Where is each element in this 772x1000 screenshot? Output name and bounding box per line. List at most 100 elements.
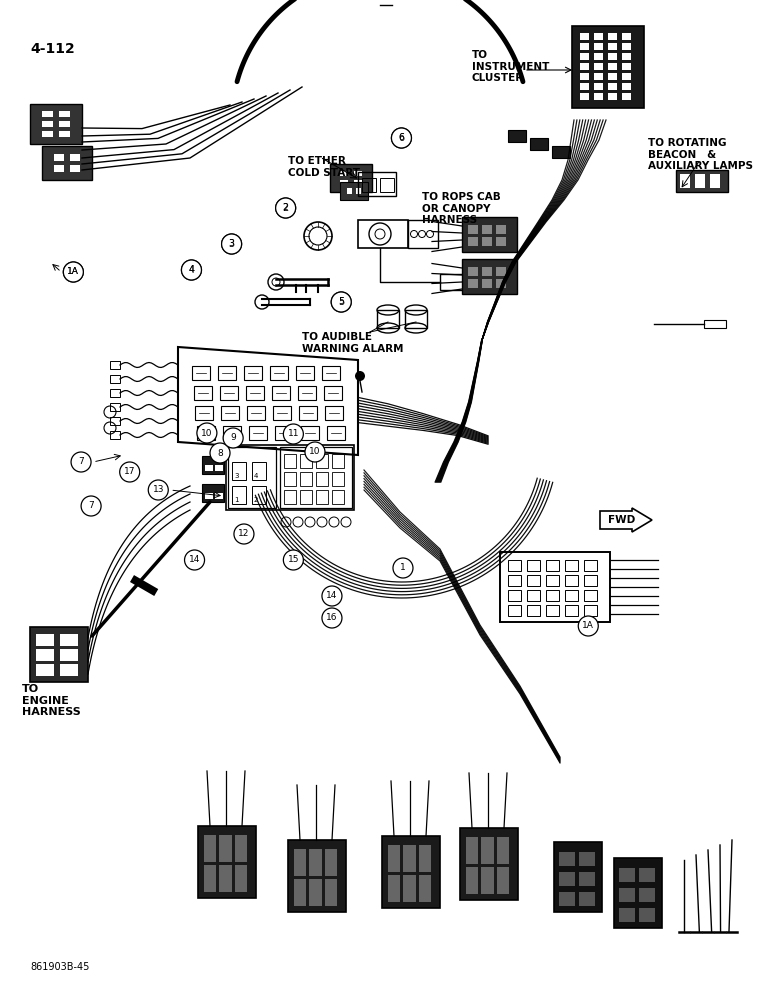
Bar — [59, 111, 70, 117]
Bar — [272, 386, 290, 400]
Bar — [619, 888, 635, 902]
Text: 16: 16 — [327, 613, 337, 622]
Bar — [508, 575, 521, 586]
Bar — [482, 267, 492, 276]
Bar — [405, 310, 427, 328]
Text: 1A: 1A — [67, 267, 80, 276]
Bar — [252, 462, 266, 480]
Text: TO ROTATING
BEACON   &
AUXILIARY LAMPS: TO ROTATING BEACON & AUXILIARY LAMPS — [648, 138, 753, 171]
Bar — [294, 879, 306, 906]
Bar — [462, 259, 517, 294]
Bar — [54, 165, 63, 172]
Bar — [197, 426, 215, 440]
Circle shape — [197, 423, 217, 443]
Bar — [249, 426, 266, 440]
Bar — [466, 867, 479, 894]
Circle shape — [181, 260, 201, 280]
Text: 11: 11 — [288, 430, 299, 438]
Circle shape — [305, 442, 325, 462]
Bar — [554, 842, 602, 912]
Bar — [377, 310, 399, 328]
Bar — [619, 868, 635, 882]
Bar — [468, 237, 478, 246]
Bar — [252, 486, 266, 504]
Bar — [481, 837, 493, 864]
Bar — [284, 472, 296, 486]
Circle shape — [331, 292, 351, 312]
Bar — [273, 406, 291, 420]
Bar — [594, 83, 603, 90]
Bar — [580, 83, 589, 90]
Bar — [218, 366, 236, 380]
Bar — [530, 138, 548, 150]
Bar — [639, 868, 655, 882]
Bar — [468, 279, 478, 288]
Circle shape — [181, 260, 201, 280]
Bar — [42, 111, 52, 117]
Text: 7: 7 — [78, 458, 84, 466]
Bar — [580, 53, 589, 60]
Bar — [288, 840, 346, 912]
Bar — [340, 171, 348, 176]
Bar — [468, 267, 478, 276]
Bar — [408, 220, 438, 248]
Bar — [70, 165, 80, 172]
Bar — [284, 490, 296, 504]
Bar — [579, 892, 595, 906]
Bar — [622, 73, 631, 80]
Bar — [380, 178, 394, 192]
Circle shape — [120, 462, 140, 482]
Bar — [565, 575, 578, 586]
Bar — [496, 267, 506, 276]
Bar — [584, 590, 597, 601]
Bar — [245, 386, 263, 400]
Bar — [110, 403, 120, 411]
Text: TO AUDIBLE
WARNING ALARM: TO AUDIBLE WARNING ALARM — [302, 332, 404, 354]
Bar — [299, 406, 317, 420]
Circle shape — [71, 452, 91, 472]
Bar — [608, 33, 617, 40]
Bar — [300, 426, 319, 440]
Bar — [316, 454, 328, 468]
Bar — [310, 849, 322, 876]
Bar — [204, 865, 216, 892]
Bar — [219, 386, 238, 400]
Text: 2: 2 — [254, 497, 259, 503]
Text: 1: 1 — [400, 564, 406, 572]
Bar — [546, 590, 559, 601]
Bar — [221, 406, 239, 420]
Bar — [614, 858, 662, 928]
Bar — [594, 53, 603, 60]
Circle shape — [63, 262, 83, 282]
Bar — [60, 664, 78, 676]
Bar — [247, 406, 265, 420]
Text: 10: 10 — [310, 448, 320, 456]
Bar — [639, 888, 655, 902]
Text: 17: 17 — [124, 468, 135, 477]
Bar — [608, 43, 617, 50]
Text: 12: 12 — [239, 530, 249, 538]
Bar — [580, 33, 589, 40]
Bar — [280, 447, 352, 508]
Bar — [594, 73, 603, 80]
Bar — [496, 279, 506, 288]
Bar — [219, 835, 232, 862]
Bar — [60, 649, 78, 661]
Text: 3: 3 — [229, 239, 235, 249]
Bar — [204, 835, 216, 862]
Bar — [565, 590, 578, 601]
Bar — [594, 43, 603, 50]
Circle shape — [185, 550, 205, 570]
Bar — [325, 879, 337, 906]
Bar — [323, 386, 341, 400]
Bar — [565, 560, 578, 571]
Text: 7: 7 — [88, 502, 94, 510]
Bar — [580, 43, 589, 50]
Bar — [130, 575, 158, 596]
Bar — [232, 462, 246, 480]
Bar — [219, 865, 232, 892]
Bar — [482, 225, 492, 234]
Circle shape — [578, 616, 598, 636]
Bar — [36, 634, 54, 646]
Bar — [235, 865, 247, 892]
